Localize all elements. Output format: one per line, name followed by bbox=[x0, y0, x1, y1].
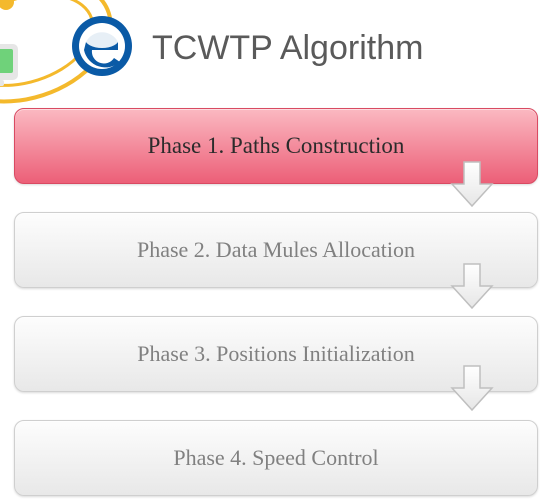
tcwtp-logo bbox=[70, 14, 134, 83]
flow-arrow-icon bbox=[450, 160, 494, 208]
phase-label: Phase 1. Paths Construction bbox=[148, 133, 405, 159]
flow-arrow-icon bbox=[450, 364, 494, 412]
flow-arrow-icon bbox=[450, 262, 494, 310]
phase-label: Phase 2. Data Mules Allocation bbox=[137, 237, 415, 263]
page-title: TCWTP Algorithm bbox=[152, 29, 423, 68]
header: TCWTP Algorithm bbox=[0, 0, 552, 98]
phase-flow: Phase 1. Paths Construction Phase 2. Data… bbox=[0, 98, 552, 496]
phase-label: Phase 4. Speed Control bbox=[173, 445, 378, 471]
globe-e-icon bbox=[70, 14, 134, 78]
phase-box-4: Phase 4. Speed Control bbox=[14, 420, 538, 496]
phase-label: Phase 3. Positions Initialization bbox=[137, 341, 414, 367]
